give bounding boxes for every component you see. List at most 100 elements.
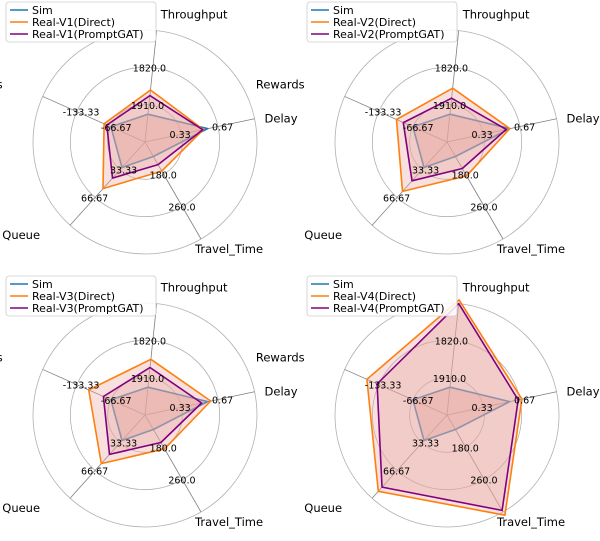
axis-label-queue: Queue xyxy=(2,228,40,242)
axis-spoke xyxy=(144,391,255,416)
legend-entry: Sim xyxy=(32,4,53,17)
tick-label: 260.0 xyxy=(470,476,497,487)
legend-entry: Real-V3(Direct) xyxy=(32,290,115,303)
axis-label-rewards: Rewards xyxy=(256,350,305,364)
tick-label: 0.33 xyxy=(472,403,493,414)
tick-label: 180.0 xyxy=(452,170,479,181)
radar-panel-2: 0.33 0.67 1910.0 1820.0 -66.67-133.33 33.33 66… xyxy=(256,1,600,256)
axis-spoke xyxy=(42,96,146,143)
grid-circle xyxy=(371,66,523,218)
axis-label-delay: Delay xyxy=(265,112,298,126)
tick-label: 260.0 xyxy=(168,203,195,214)
tick-label: 180.0 xyxy=(150,443,177,454)
axis-spoke xyxy=(371,141,448,226)
radar-panel-4: 0.33 0.67 1910.0 1820.0 -66.67-133.33 33.33 66… xyxy=(256,275,600,529)
grid-circle xyxy=(69,66,221,218)
radar-panel-1: 0.33 0.67 1910.0 1820.0 -66.67-133.33 33.33 66… xyxy=(0,1,298,256)
axis-spoke xyxy=(446,30,460,143)
legend-entry: Real-V2(Direct) xyxy=(333,16,416,29)
grid-circle xyxy=(371,339,523,491)
axis-label-travel_time: Travel_Time xyxy=(496,242,565,256)
tick-label: 1820.0 xyxy=(435,337,468,348)
axis-label-queue: Queue xyxy=(2,501,40,515)
tick-label: 0.33 xyxy=(170,403,191,414)
axis-spoke xyxy=(344,369,448,416)
tick-label: 180.0 xyxy=(452,443,479,454)
series-polygon-sim xyxy=(412,386,511,442)
legend-box xyxy=(306,1,458,43)
series-polygon-sim xyxy=(412,113,511,169)
tick-label: 0.33 xyxy=(472,130,493,141)
axis-label-rewards: Rewards xyxy=(0,350,3,364)
series-polygon-direct xyxy=(366,299,523,517)
series-polygon-promptgat xyxy=(106,94,204,179)
axis-label-rewards: Rewards xyxy=(256,77,305,91)
tick-label: -66.67 xyxy=(403,123,434,134)
tick-label: 1820.0 xyxy=(133,64,166,75)
legend-entry: Sim xyxy=(333,278,354,291)
tick-label: -133.33 xyxy=(365,108,402,119)
tick-label: 1910.0 xyxy=(433,374,466,385)
axis-spoke xyxy=(446,303,460,416)
axis-label-throughput: Throughput xyxy=(462,8,530,22)
axis-label-rewards: Rewards xyxy=(0,77,3,91)
tick-label: 0.33 xyxy=(170,130,191,141)
axis-label-travel_time: Travel_Time xyxy=(194,515,263,529)
legend-entry: Real-V1(Direct) xyxy=(32,16,115,29)
tick-label: 66.67 xyxy=(81,466,108,477)
tick-label: -66.67 xyxy=(403,396,434,407)
tick-label: 1910.0 xyxy=(131,101,164,112)
axis-label-throughput: Throughput xyxy=(160,8,228,22)
axis-spoke xyxy=(371,414,448,499)
legend-box xyxy=(5,275,157,317)
axis-spoke xyxy=(144,414,202,513)
series-polygon-direct xyxy=(87,358,212,465)
legend-entry: Real-V3(PromptGAT) xyxy=(32,302,144,315)
tick-label: 33.33 xyxy=(412,439,439,450)
axis-spoke xyxy=(446,118,557,143)
tick-label: 1910.0 xyxy=(131,374,164,385)
tick-label: 33.33 xyxy=(110,166,137,177)
series-polygon-sim xyxy=(110,113,209,169)
axis-spoke xyxy=(144,118,255,143)
axis-label-queue: Queue xyxy=(304,228,342,242)
axis-spoke xyxy=(446,391,557,416)
axis-label-queue: Queue xyxy=(304,501,342,515)
series-polygon-sim xyxy=(110,386,209,442)
tick-label: 0.67 xyxy=(212,395,233,406)
tick-label: 66.67 xyxy=(383,466,410,477)
series-polygon-direct xyxy=(395,87,511,193)
axis-spoke xyxy=(446,141,504,240)
tick-label: 260.0 xyxy=(470,203,497,214)
tick-label: 0.67 xyxy=(514,122,535,133)
axis-label-delay: Delay xyxy=(567,385,600,399)
tick-label: -66.67 xyxy=(101,396,132,407)
legend-box xyxy=(306,275,458,317)
tick-label: 0.67 xyxy=(514,395,535,406)
legend-entry: Real-V4(Direct) xyxy=(333,290,416,303)
axis-label-delay: Delay xyxy=(265,385,298,399)
axis-label-travel_time: Travel_Time xyxy=(194,242,263,256)
grid-circle xyxy=(69,339,221,491)
axis-spoke xyxy=(144,30,158,143)
tick-label: -133.33 xyxy=(365,381,402,392)
legend-entry: Sim xyxy=(333,4,354,17)
tick-label: 1820.0 xyxy=(133,337,166,348)
axis-label-throughput: Throughput xyxy=(462,281,530,295)
legend-box xyxy=(5,1,157,43)
series-polygon-promptgat xyxy=(402,97,508,182)
legend-entry: Sim xyxy=(32,278,53,291)
tick-label: -133.33 xyxy=(63,381,100,392)
axis-spoke xyxy=(69,414,146,499)
tick-label: 260.0 xyxy=(168,476,195,487)
axis-spoke xyxy=(446,414,504,513)
tick-label: 1820.0 xyxy=(435,64,468,75)
tick-label: 66.67 xyxy=(81,193,108,204)
series-polygon-promptgat xyxy=(376,302,520,512)
axis-label-delay: Delay xyxy=(567,112,600,126)
